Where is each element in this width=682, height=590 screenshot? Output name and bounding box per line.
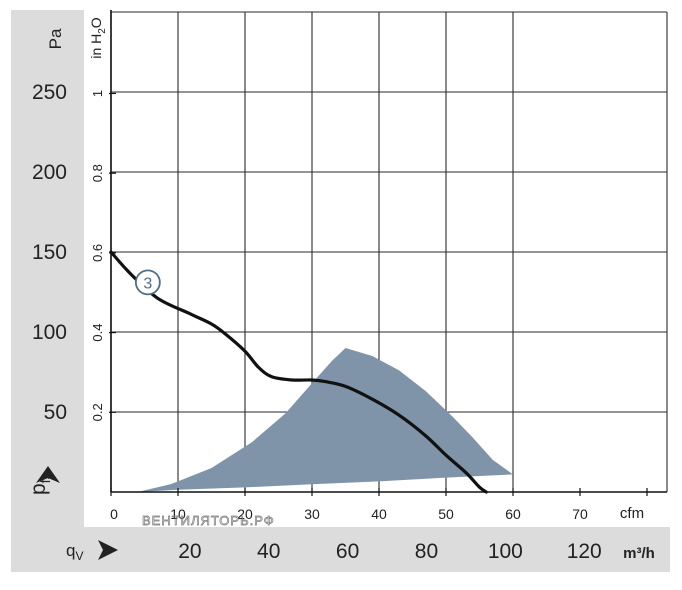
inh2o-tick-label: 0.8: [90, 164, 105, 182]
fan-curve-3: [109, 250, 488, 494]
curve-label-text: 3: [143, 275, 152, 292]
x-axis-label-main: q: [66, 541, 75, 560]
m3h-tick-label: 40: [257, 540, 280, 563]
left-axis-panel: [11, 10, 84, 527]
cfm-tick-label: 40: [371, 506, 387, 522]
y-axis-pa-ticks: 250 200 150 100 50: [32, 81, 67, 424]
unit-inh2o-tail: O: [88, 17, 104, 28]
m3h-tick-label: 60: [336, 540, 359, 563]
x-axis-cfm-ticks: 0 10 20 30 40 50 60 70: [110, 488, 648, 522]
m3h-tick-label: 80: [415, 540, 438, 563]
pa-tick-label: 250: [32, 81, 67, 104]
unit-inh2o-main: in H: [88, 34, 104, 59]
m3h-tick-label: 120: [567, 540, 602, 563]
inh2o-tick-label: 0.4: [90, 324, 105, 342]
operating-region: [137, 348, 514, 492]
inh2o-tick-label: 0.6: [90, 244, 105, 262]
m3h-tick-label: 100: [488, 540, 523, 563]
axis-lines: [110, 10, 667, 493]
watermark: ВЕНТИЛЯТОРЬ.РФ: [142, 513, 275, 528]
unit-m3h: m³/h: [623, 545, 655, 562]
m3h-tick-label: 20: [178, 540, 201, 563]
pa-tick-label: 50: [44, 401, 67, 424]
cfm-tick-label: 60: [505, 506, 521, 522]
inh2o-tick-label: 1: [90, 90, 105, 97]
pa-tick-label: 200: [32, 161, 67, 184]
cfm-tick-label: 0: [110, 506, 118, 522]
cfm-tick-label: 70: [572, 506, 588, 522]
cfm-tick-label: 30: [304, 506, 320, 522]
x-axis-label: qV: [66, 541, 83, 563]
x-axis-m3h-ticks: 20 40 60 80 100 120: [178, 540, 602, 563]
cfm-tick-label: 20: [237, 506, 253, 522]
y-axis-arrow-icon: [36, 466, 60, 483]
bottom-axis-panel: [11, 527, 670, 572]
cfm-tick-label: 50: [438, 506, 454, 522]
pa-tick-label: 150: [32, 241, 67, 264]
cfm-tick-label: 10: [170, 506, 186, 522]
pa-tick-label: 100: [32, 321, 67, 344]
unit-cfm: cfm: [620, 505, 644, 522]
unit-inh2o: in H2O: [88, 17, 108, 58]
x-axis-arrow-icon: [98, 540, 118, 560]
curve-label-circle: [134, 269, 161, 296]
unit-inh2o-sub: 2: [97, 28, 108, 34]
y-axis-label-main: p: [27, 483, 50, 495]
unit-pa: Pa: [46, 28, 65, 49]
y-axis-inh2o-ticks: 1 0.8 0.6 0.4 0.2: [90, 90, 116, 421]
inh2o-tick-label: 0.2: [90, 403, 105, 421]
curve-label-3: 3: [134, 269, 161, 296]
x-axis-label-sub: V: [75, 549, 83, 563]
